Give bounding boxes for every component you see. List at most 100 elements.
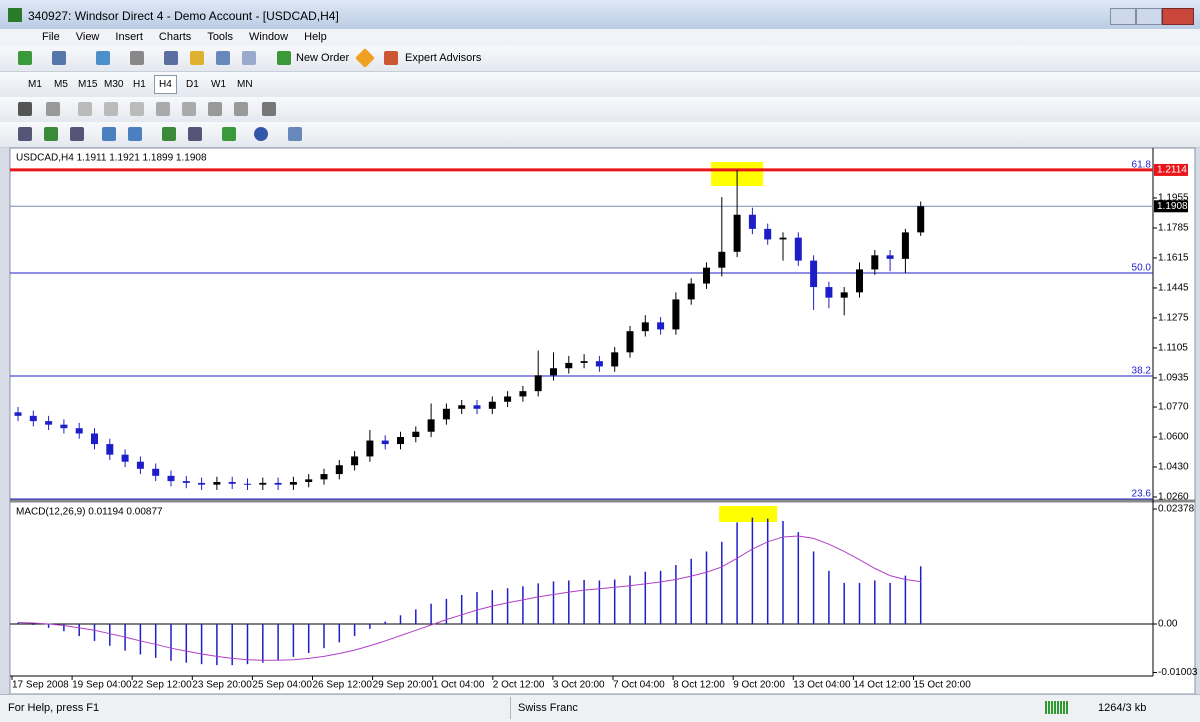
candle-body — [182, 481, 190, 483]
menu-item[interactable]: Tools — [207, 31, 233, 43]
icon[interactable] — [162, 127, 176, 141]
x-tick-label: 22 Sep 12:00 — [132, 680, 192, 691]
timeframe-button[interactable]: H4 — [154, 75, 177, 94]
icon[interactable] — [164, 51, 178, 65]
timeframe-button[interactable]: H1 — [133, 79, 146, 90]
icon[interactable] — [46, 102, 60, 116]
candle-body — [856, 269, 863, 293]
candle-body — [626, 331, 634, 353]
icon[interactable] — [102, 127, 116, 141]
status-bar: For Help, press F1 Swiss Franc 1264/3 kb — [0, 694, 1200, 722]
connection-indicator — [1045, 701, 1069, 714]
fib-label: 50.0 — [1132, 263, 1152, 274]
candle-body — [718, 251, 726, 268]
candle-body — [611, 352, 619, 367]
candle-body — [152, 468, 160, 476]
menu-bar: File View Insert Charts Tools Window Help — [0, 29, 1200, 46]
icon[interactable] — [78, 102, 92, 116]
icon[interactable] — [288, 127, 302, 141]
candle-body — [641, 322, 649, 332]
icon[interactable] — [222, 127, 236, 141]
icon[interactable] — [18, 51, 32, 65]
candle-body — [550, 368, 557, 376]
candle-body — [351, 456, 359, 466]
toolbar-charts — [0, 122, 1200, 148]
icon[interactable] — [130, 51, 144, 65]
price-label: 1.2114 — [1157, 165, 1187, 176]
icon[interactable] — [384, 51, 398, 65]
timeframe-button[interactable]: MN — [237, 79, 253, 90]
icon[interactable] — [18, 102, 32, 116]
icon[interactable] — [188, 127, 202, 141]
window-title: 340927: Windsor Direct 4 - Demo Account … — [28, 9, 339, 23]
icon[interactable] — [254, 127, 268, 141]
chart-background — [9, 147, 1196, 694]
menu-item[interactable]: Insert — [115, 31, 143, 43]
price-box — [1154, 163, 1188, 176]
chart: USDCAD,H4 1.1911 1.1921 1.1899 1.1908 MA… — [9, 147, 1198, 694]
candle-body — [136, 461, 144, 469]
icon[interactable] — [18, 127, 32, 141]
y-tick-label: 1.1105 — [1158, 343, 1188, 354]
candle-body — [259, 482, 267, 485]
timeframe-button[interactable]: M15 — [78, 79, 98, 90]
y-tick-label: 1.0770 — [1158, 402, 1189, 413]
menu-item[interactable]: Help — [304, 31, 327, 43]
x-tick-label: 2 Oct 12:00 — [493, 680, 545, 691]
menu-item[interactable]: Charts — [158, 31, 192, 43]
menu-item[interactable]: Window — [249, 31, 289, 43]
highlight — [719, 506, 778, 522]
icon[interactable] — [128, 127, 142, 141]
minimize[interactable] — [1110, 8, 1136, 25]
icon[interactable] — [216, 51, 230, 65]
icon[interactable] — [182, 102, 196, 116]
x-tick-label: 13 Oct 04:00 — [793, 680, 851, 691]
expert-advisors[interactable]: Expert Advisors — [405, 52, 482, 64]
timeframe-button[interactable]: M5 — [54, 79, 68, 90]
x-tick-label: 26 Sep 12:00 — [313, 680, 373, 691]
candle-body — [366, 440, 374, 457]
y-tick-label: 1.1445 — [1158, 283, 1189, 294]
icon[interactable] — [130, 102, 144, 116]
candle-body — [886, 255, 894, 259]
x-tick-label: 17 Sep 2008 — [12, 680, 69, 691]
timeframe-button[interactable]: M30 — [104, 79, 124, 90]
close[interactable] — [1162, 8, 1194, 25]
candle-body — [825, 287, 833, 298]
fib-label: 61.8 — [1132, 160, 1152, 171]
fib-label: 23.6 — [1132, 489, 1152, 500]
icon[interactable] — [52, 51, 66, 65]
x-tick-label: 25 Sep 04:00 — [252, 680, 312, 691]
candle-body — [733, 214, 741, 252]
menu-item[interactable]: File — [42, 31, 60, 43]
menu-item[interactable]: View — [75, 31, 100, 43]
icon[interactable] — [70, 127, 84, 141]
icon[interactable] — [262, 102, 276, 116]
candle-body — [504, 396, 512, 402]
x-tick-label: 9 Oct 20:00 — [733, 680, 785, 691]
icon[interactable] — [208, 102, 222, 116]
timeframe-button[interactable]: W1 — [211, 79, 226, 90]
icon[interactable] — [277, 51, 291, 65]
timeframe-button[interactable]: M1 — [28, 79, 42, 90]
timeframe-button[interactable]: D1 — [186, 79, 199, 90]
x-tick-label: 19 Sep 04:00 — [72, 680, 132, 691]
icon[interactable] — [156, 102, 170, 116]
y-tick-label: 1.1615 — [1158, 253, 1189, 264]
icon[interactable] — [44, 127, 58, 141]
icon[interactable] — [242, 51, 256, 65]
maximize[interactable] — [1136, 8, 1162, 25]
candle-body — [289, 482, 297, 485]
candle-body — [228, 482, 236, 484]
toolbar-timeframes: M1 M5 M15 M30 H1 H4 D1 W1 MN — [0, 72, 1200, 98]
icon[interactable] — [104, 102, 118, 116]
y-tick-label: 0.00 — [1158, 619, 1178, 630]
x-tick-label: 8 Oct 12:00 — [673, 680, 725, 691]
candle-body — [810, 260, 818, 288]
icon[interactable] — [190, 51, 204, 65]
icon[interactable] — [234, 102, 248, 116]
new-order[interactable]: New Order — [296, 52, 350, 64]
candle-body — [335, 465, 343, 475]
macd-signal — [17, 535, 921, 661]
icon[interactable] — [96, 51, 110, 65]
